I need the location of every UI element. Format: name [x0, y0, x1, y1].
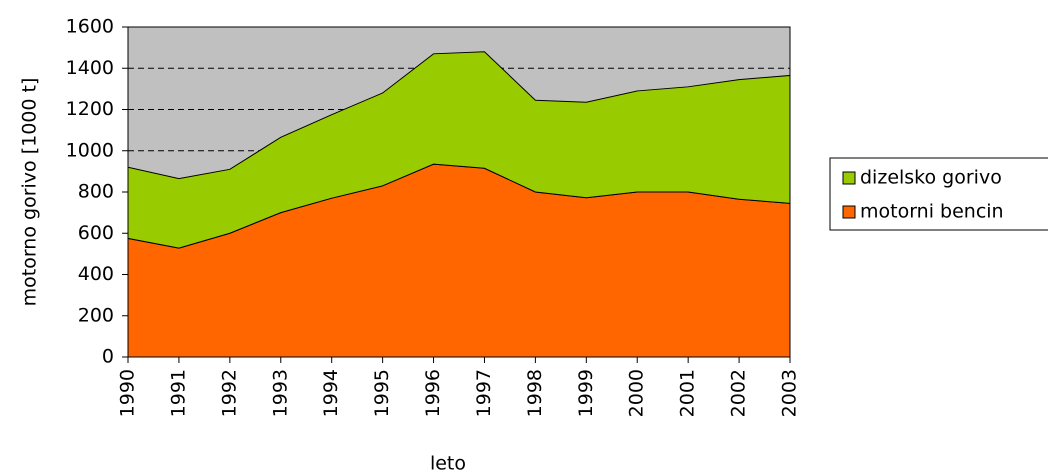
x-axis-title: leto: [430, 453, 466, 475]
y-tick-label: 1200: [66, 98, 114, 120]
x-tick-label: 2002: [728, 369, 750, 417]
x-tick-label: 1999: [575, 369, 597, 417]
legend-box: [829, 157, 1048, 231]
legend-label: motorni bencin: [860, 201, 1004, 223]
x-tick-label: 1990: [117, 369, 139, 417]
x-tick-label: 2001: [677, 369, 699, 417]
x-tick-label: 1993: [269, 369, 291, 417]
y-tick-label: 0: [102, 346, 114, 368]
y-tick-label: 600: [78, 222, 114, 244]
x-tick-label: 1998: [524, 369, 546, 417]
x-tick-label: 1992: [218, 369, 240, 417]
x-tick-label: 1997: [473, 369, 495, 417]
legend-swatch: [842, 171, 856, 185]
plot-border: [127, 26, 791, 358]
legend-label: dizelsko gorivo: [860, 167, 1002, 189]
x-tick-label: 1991: [167, 369, 189, 417]
y-tick-label: 1400: [66, 57, 114, 79]
y-tick-label: 1000: [66, 139, 114, 161]
x-tick-label: 2000: [626, 369, 648, 417]
y-tick-label: 1600: [66, 16, 114, 38]
x-tick-label: 2003: [779, 369, 801, 417]
x-tick-label: 1996: [422, 369, 444, 417]
y-tick-label: 800: [78, 181, 114, 203]
y-tick-label: 400: [78, 263, 114, 285]
y-tick-label: 200: [78, 304, 114, 326]
x-tick-label: 1995: [371, 369, 393, 417]
legend-swatch: [842, 205, 856, 219]
y-axis-title: motorno gorivo [1000 t]: [19, 78, 41, 307]
x-tick-label: 1994: [320, 369, 342, 417]
